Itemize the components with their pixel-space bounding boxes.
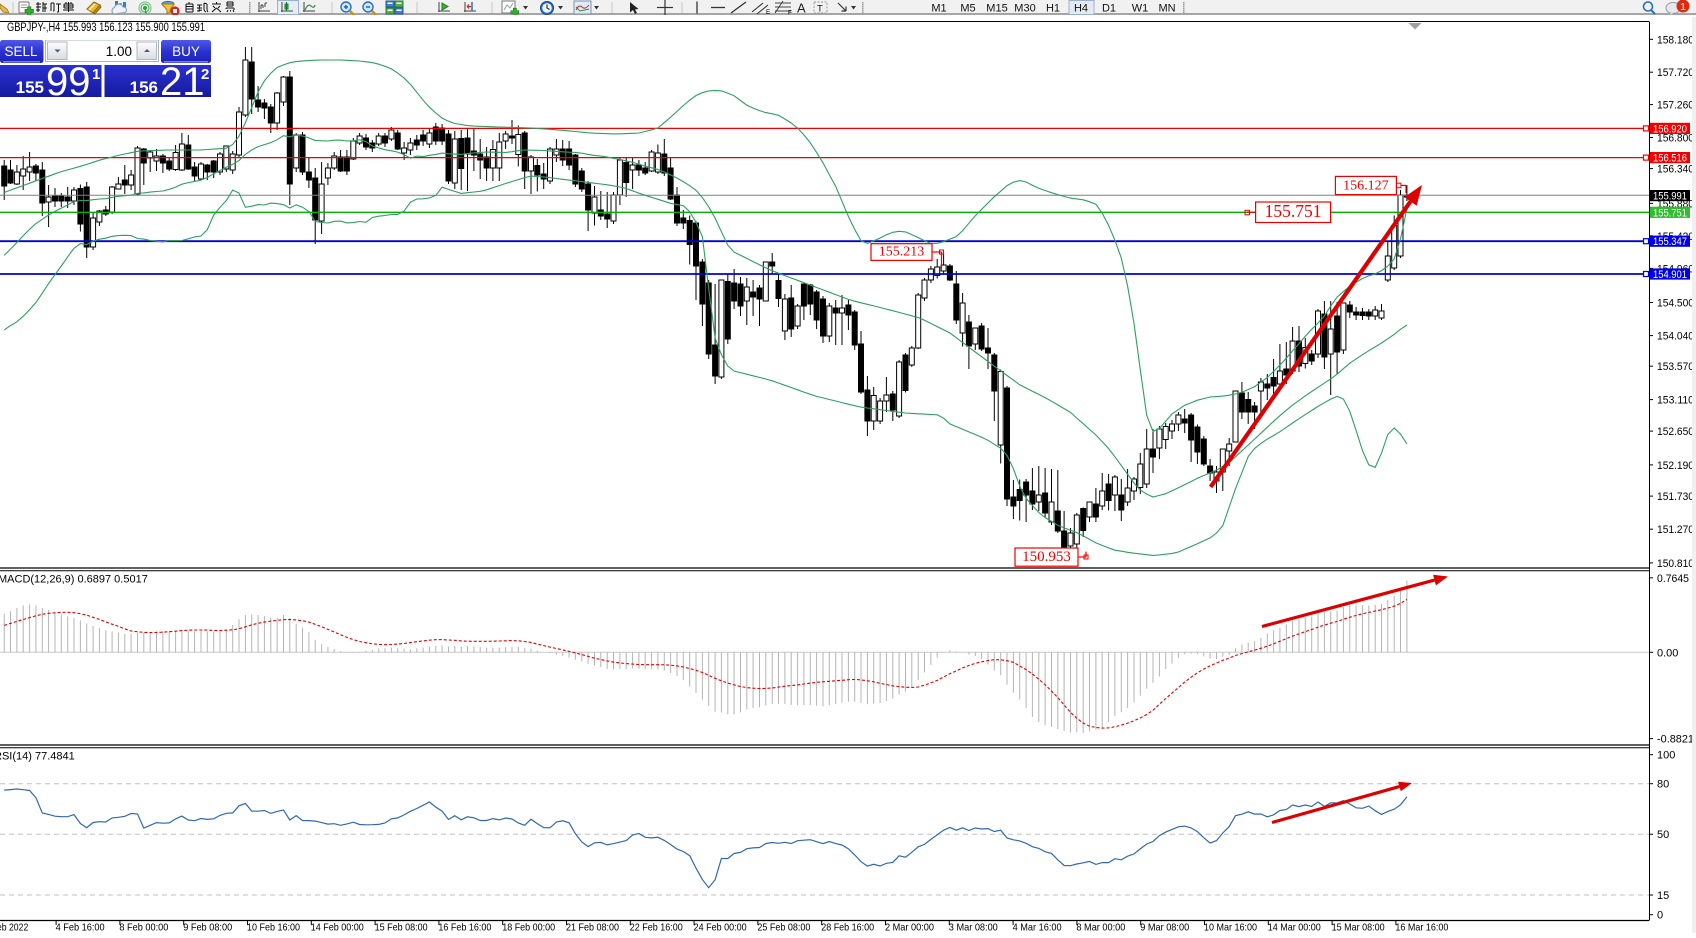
svg-text:A: A	[797, 1, 806, 16]
svg-text:16 Mar 16:00: 16 Mar 16:00	[1395, 922, 1448, 934]
svg-text:2 Mar 00:00: 2 Mar 00:00	[885, 922, 934, 934]
svg-text:T: T	[817, 4, 823, 15]
svg-text:RSI(14) 77.4841: RSI(14) 77.4841	[0, 751, 75, 763]
svg-text:4 Feb 16:00: 4 Feb 16:00	[56, 922, 105, 934]
svg-text:21 Feb 08:00: 21 Feb 08:00	[566, 922, 619, 934]
svg-text:155.751: 155.751	[1265, 201, 1322, 221]
svg-text:18 Feb 00:00: 18 Feb 00:00	[502, 922, 555, 934]
svg-text:3 Mar 08:00: 3 Mar 08:00	[949, 922, 998, 934]
svg-text:25 Feb 08:00: 25 Feb 08:00	[757, 922, 810, 934]
svg-text:H4: H4	[1074, 3, 1088, 15]
svg-text:151.730: 151.730	[1657, 491, 1694, 503]
svg-text:1: 1	[92, 66, 100, 83]
svg-text:155: 155	[16, 78, 44, 97]
svg-text:M15: M15	[986, 3, 1007, 15]
svg-text:80: 80	[1657, 779, 1669, 791]
svg-text:151.270: 151.270	[1657, 524, 1694, 536]
svg-text:153.110: 153.110	[1657, 395, 1694, 407]
svg-text:156.920: 156.920	[1653, 123, 1687, 135]
svg-text:153.570: 153.570	[1657, 361, 1694, 373]
svg-text:15: 15	[1657, 890, 1669, 902]
svg-text:155.751: 155.751	[1653, 207, 1687, 219]
svg-text:MACD(12,26,9) 0.6897 0.5017: MACD(12,26,9) 0.6897 0.5017	[0, 574, 148, 586]
svg-text:156: 156	[130, 78, 158, 97]
svg-text:1.00: 1.00	[106, 44, 132, 59]
svg-text:F: F	[788, 10, 792, 16]
svg-text:3 Feb 2022: 3 Feb 2022	[0, 922, 28, 934]
svg-text:GBPJPY-,H4 155.993 156.123 15: GBPJPY-,H4 155.993 156.123 155.900 155.9…	[7, 22, 205, 34]
svg-text:14 Feb 00:00: 14 Feb 00:00	[311, 922, 364, 934]
svg-text:15 Mar 08:00: 15 Mar 08:00	[1332, 922, 1385, 934]
svg-text:D1: D1	[1102, 3, 1116, 15]
svg-text:156.127: 156.127	[1343, 179, 1389, 194]
svg-text:9 Mar 08:00: 9 Mar 08:00	[1140, 922, 1189, 934]
svg-text:4 Mar 16:00: 4 Mar 16:00	[1013, 922, 1062, 934]
svg-text:10 Mar 16:00: 10 Mar 16:00	[1204, 922, 1257, 934]
svg-text:157.260: 157.260	[1657, 100, 1694, 112]
svg-text:21: 21	[160, 60, 205, 100]
svg-text:10 Feb 16:00: 10 Feb 16:00	[247, 922, 300, 934]
svg-text:50: 50	[1657, 829, 1669, 841]
svg-text:MN: MN	[1158, 3, 1175, 15]
svg-text:152.650: 152.650	[1657, 426, 1694, 438]
svg-text:15 Feb 08:00: 15 Feb 08:00	[375, 922, 428, 934]
svg-text:0: 0	[1657, 910, 1663, 922]
svg-text:BUY: BUY	[172, 44, 200, 59]
svg-text:8 Mar 00:00: 8 Mar 00:00	[1076, 922, 1125, 934]
svg-text:99: 99	[46, 60, 91, 100]
svg-text:158.180: 158.180	[1657, 34, 1694, 46]
svg-text:152.190: 152.190	[1657, 460, 1694, 472]
svg-text:M1: M1	[931, 3, 946, 15]
svg-text:2: 2	[201, 66, 209, 83]
svg-text:155.347: 155.347	[1653, 236, 1687, 248]
svg-text:H1: H1	[1046, 3, 1060, 15]
svg-text:156.340: 156.340	[1657, 164, 1694, 176]
svg-text:0.00: 0.00	[1657, 647, 1678, 659]
svg-text:154.500: 154.500	[1657, 298, 1694, 310]
svg-text:157.720: 157.720	[1657, 67, 1694, 79]
svg-text:150.953: 150.953	[1022, 549, 1071, 565]
svg-text:155.991: 155.991	[1653, 191, 1687, 203]
svg-text:0.7645: 0.7645	[1657, 573, 1689, 585]
svg-text:16 Feb 16:00: 16 Feb 16:00	[438, 922, 491, 934]
svg-text:155.213: 155.213	[879, 245, 925, 260]
svg-text:156.516: 156.516	[1653, 153, 1687, 165]
svg-text:100: 100	[1657, 750, 1675, 762]
svg-text:SELL: SELL	[4, 44, 38, 59]
svg-text:24 Feb 00:00: 24 Feb 00:00	[694, 922, 747, 934]
svg-text:154.040: 154.040	[1657, 331, 1694, 343]
svg-text:150.810: 150.810	[1657, 558, 1694, 570]
svg-text:22 Feb 16:00: 22 Feb 16:00	[630, 922, 683, 934]
svg-text:8 Feb 00:00: 8 Feb 00:00	[119, 922, 168, 934]
svg-text:156.800: 156.800	[1657, 133, 1694, 145]
svg-text:14 Mar 00:00: 14 Mar 00:00	[1268, 922, 1321, 934]
svg-text:M5: M5	[960, 3, 975, 15]
svg-text:W1: W1	[1132, 3, 1149, 15]
svg-text:-0.8821: -0.8821	[1657, 734, 1694, 746]
svg-text:9 Feb 08:00: 9 Feb 08:00	[183, 922, 232, 934]
svg-text:1: 1	[1680, 1, 1686, 13]
svg-text:154.901: 154.901	[1653, 269, 1687, 281]
svg-text:M30: M30	[1014, 3, 1035, 15]
svg-text:E: E	[766, 9, 771, 15]
svg-text:28 Feb 16:00: 28 Feb 16:00	[821, 922, 874, 934]
